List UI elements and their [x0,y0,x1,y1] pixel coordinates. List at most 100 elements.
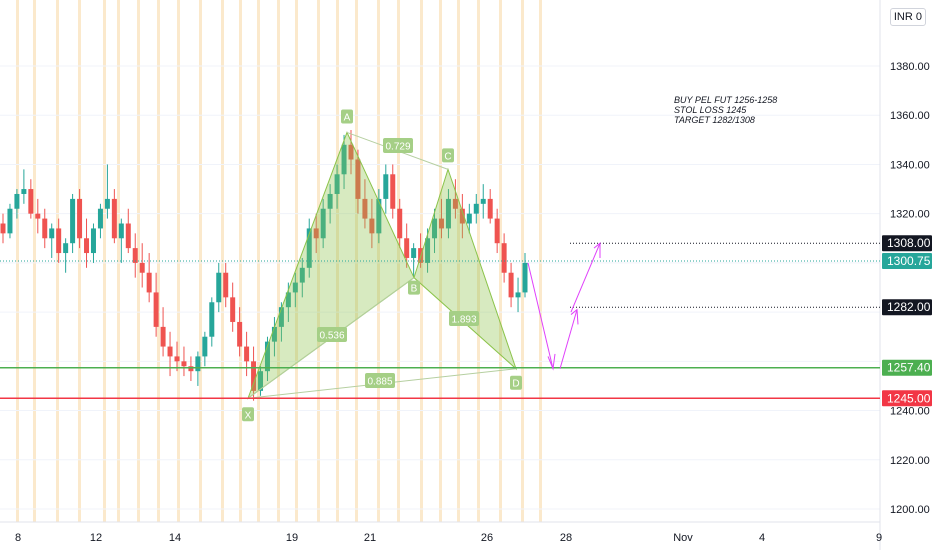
candle-body[interactable] [258,371,264,391]
candle-body[interactable] [397,208,403,239]
candle-body[interactable] [306,228,312,268]
candle-body[interactable] [216,272,222,303]
candle-body[interactable] [42,218,48,239]
currency-selector[interactable]: INR 0 [889,8,926,26]
candle-body[interactable] [7,208,13,234]
candle-body[interactable] [452,198,458,209]
ratio-badge [383,138,413,153]
candle-body[interactable] [237,321,243,347]
candle-body[interactable] [508,272,514,298]
candle-body[interactable] [473,203,479,214]
candle-body[interactable] [348,144,354,160]
candle-body[interactable] [160,326,166,347]
candle-body[interactable] [209,302,215,337]
session-highlight [177,0,180,522]
candle-body[interactable] [425,238,431,263]
candle-body[interactable] [35,213,41,219]
price-tag-label: 1245.00 [887,391,931,405]
candle-body[interactable] [341,144,347,175]
candle-body[interactable] [139,262,145,273]
candle-body[interactable] [480,198,486,204]
session-highlight [499,0,502,522]
y-tick-label: 1200.00 [890,504,930,516]
candle-body[interactable] [445,198,451,229]
session-highlight [103,0,106,522]
projection-up-2 [570,243,601,313]
candle-body[interactable] [251,361,257,391]
price-tag-bg [882,390,932,407]
candle-body[interactable] [459,208,465,224]
candle-body[interactable] [181,361,187,367]
candle-body[interactable] [432,218,438,239]
arrow-head-up-1 [570,308,579,325]
candle-body[interactable] [153,292,159,327]
candle-body[interactable] [104,198,110,209]
candle-body[interactable] [320,208,326,239]
candle-body[interactable] [299,267,305,283]
candle-body[interactable] [202,336,208,357]
candle-body[interactable] [285,292,291,308]
price-tag-label: 1300.75 [887,254,931,268]
candle-body[interactable] [313,228,319,239]
candle-body[interactable] [355,159,361,199]
candle-body[interactable] [383,174,389,199]
candle-body[interactable] [494,218,500,244]
candle-body[interactable] [90,228,96,254]
candle-body[interactable] [522,262,528,293]
x-tick-label: 12 [90,532,102,544]
candle-body[interactable] [334,174,340,194]
candle-body[interactable] [125,223,131,249]
candle-body[interactable] [70,198,76,244]
candle-body[interactable] [188,366,194,372]
candle-body[interactable] [369,218,375,234]
session-highlight [457,0,460,522]
candle-body[interactable] [146,272,152,293]
candle-body[interactable] [487,198,493,219]
candle-body[interactable] [56,228,62,254]
candle-body[interactable] [195,356,201,372]
candle-body[interactable] [223,272,229,298]
candle-body[interactable] [230,297,236,322]
candle-body[interactable] [501,243,507,273]
candle-body[interactable] [111,198,117,239]
candle-body[interactable] [376,198,382,234]
candle-body[interactable] [49,228,55,239]
candle-body[interactable] [84,238,90,254]
y-tick-label: 1380.00 [890,61,930,73]
candle-body[interactable] [0,223,6,234]
candle-body[interactable] [14,193,20,209]
candle-body[interactable] [390,174,396,209]
candle-body[interactable] [264,341,270,372]
candle-body[interactable] [466,213,472,224]
candle-body[interactable] [132,248,138,263]
candle-body[interactable] [28,189,34,214]
candle-body[interactable] [21,189,27,194]
candle-body[interactable] [244,346,250,362]
candle-body[interactable] [292,282,298,293]
candle-body[interactable] [118,223,124,239]
session-highlight [199,0,202,522]
pattern-point-label: X [245,410,252,421]
candle-body[interactable] [411,248,417,258]
candle-body[interactable] [97,208,103,229]
x-tick-label: 28 [560,532,572,544]
candle-body[interactable] [438,218,444,229]
x-tick-label: 21 [364,532,376,544]
candle-body[interactable] [362,198,368,219]
candle-body[interactable] [515,292,521,298]
note-line-1: BUY PEL FUT 1256-1258 [674,95,778,105]
candle-body[interactable] [77,198,83,239]
y-tick-label: 1320.00 [890,209,930,221]
candle-body[interactable] [327,193,333,209]
x-tick-label: 8 [15,532,21,544]
candle-body[interactable] [271,326,277,342]
candle-body[interactable] [63,243,69,254]
y-tick-label: 1340.00 [890,159,930,171]
candle-body[interactable] [278,307,284,327]
candle-body[interactable] [167,346,173,357]
candle-body[interactable] [174,356,180,362]
candle-body[interactable] [404,238,410,258]
y-tick-label: 1240.00 [890,406,930,418]
projection-down [527,262,554,369]
